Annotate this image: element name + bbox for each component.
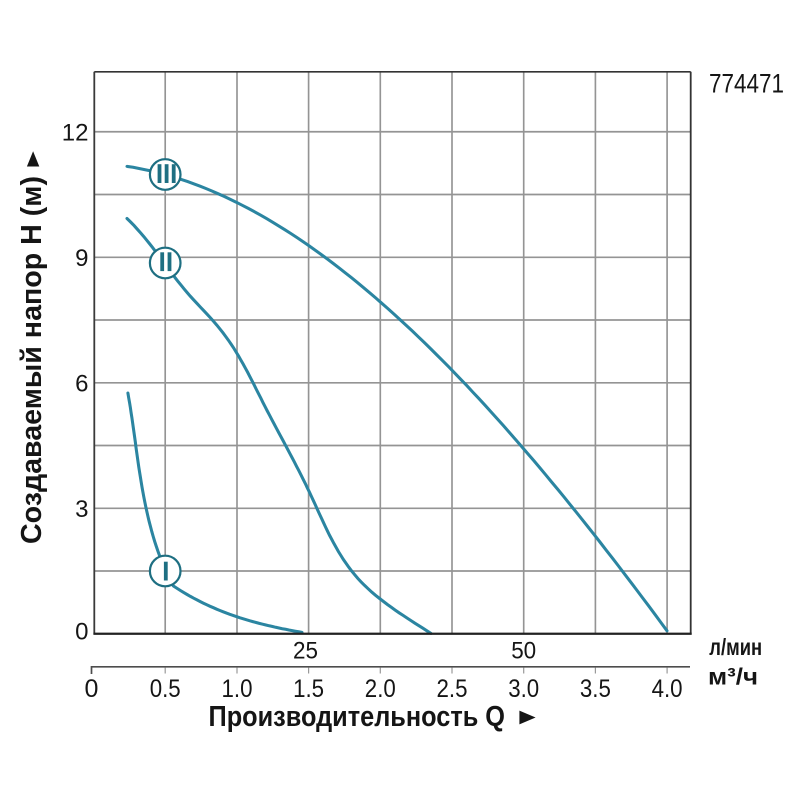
svg-text:1.0: 1.0 — [222, 675, 253, 703]
svg-text:3.0: 3.0 — [508, 675, 539, 703]
svg-text:м³/ч: м³/ч — [708, 664, 758, 690]
svg-text:л/мин: л/мин — [709, 634, 762, 660]
svg-text:Производительность Q: Производительность Q — [209, 701, 506, 733]
svg-text:2.0: 2.0 — [365, 675, 396, 703]
svg-text:1.5: 1.5 — [293, 675, 324, 703]
svg-text:4.0: 4.0 — [652, 675, 683, 703]
svg-text:0: 0 — [75, 619, 88, 646]
svg-text:12: 12 — [62, 119, 89, 146]
svg-text:9: 9 — [75, 245, 88, 272]
svg-text:774471: 774471 — [709, 69, 784, 99]
svg-text:25: 25 — [293, 638, 318, 665]
svg-text:50: 50 — [511, 638, 536, 665]
svg-text:Создаваемый напор Н (м): Создаваемый напор Н (м) — [16, 176, 48, 544]
svg-text:0.5: 0.5 — [150, 675, 181, 703]
svg-text:6: 6 — [75, 370, 88, 397]
svg-text:3.5: 3.5 — [580, 675, 611, 703]
svg-text:0: 0 — [85, 675, 99, 703]
svg-text:2.5: 2.5 — [437, 675, 468, 703]
svg-text:3: 3 — [75, 496, 88, 523]
